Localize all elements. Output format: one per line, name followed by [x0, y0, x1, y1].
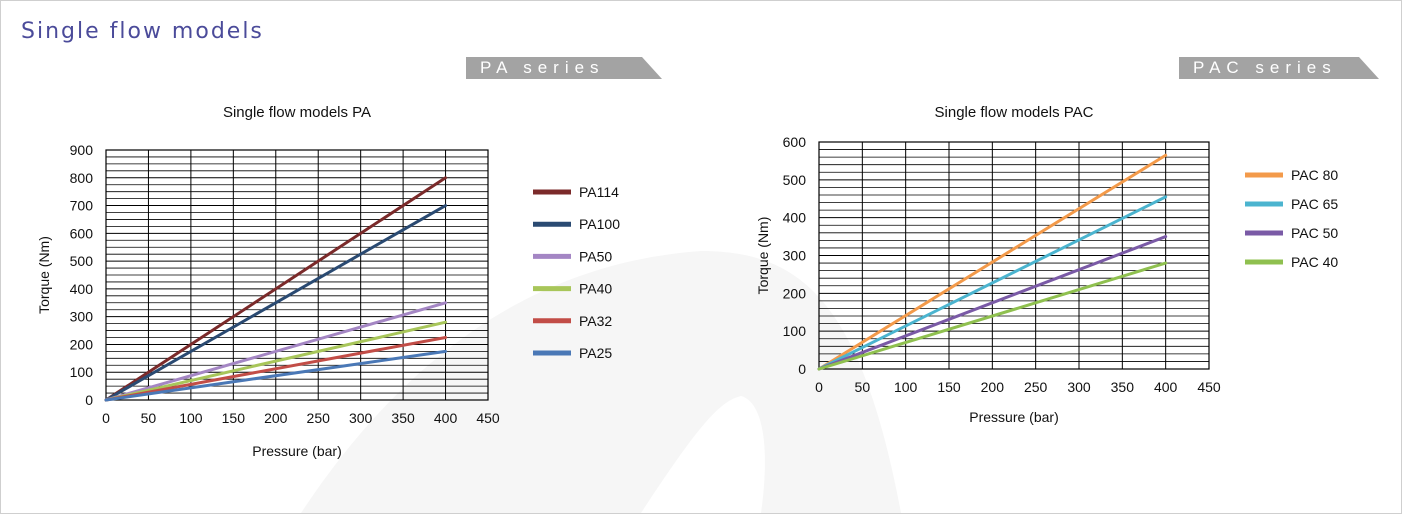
y-tick-label: 500: [70, 253, 94, 269]
x-tick-label: 300: [349, 410, 373, 426]
x-tick-label: 350: [1111, 379, 1135, 395]
y-tick-label: 0: [798, 361, 806, 377]
y-tick-label: 500: [783, 172, 807, 188]
pa-series-tab: PA series: [466, 57, 662, 79]
y-axis-label: Torque (Nm): [755, 217, 771, 295]
y-tick-label: 600: [70, 225, 94, 241]
x-tick-label: 250: [1024, 379, 1048, 395]
x-tick-label: 100: [894, 379, 918, 395]
x-tick-label: 150: [937, 379, 961, 395]
x-tick-label: 100: [179, 410, 203, 426]
series-line-pa25: [104, 349, 448, 402]
y-axis-label: Torque (Nm): [36, 236, 52, 314]
x-tick-label: 300: [1067, 379, 1091, 395]
x-axis-label: Pressure (bar): [252, 443, 341, 459]
x-tick-label: 150: [222, 410, 246, 426]
x-tick-label: 0: [815, 379, 823, 395]
x-tick-label: 400: [434, 410, 458, 426]
series-line-pa114: [104, 176, 448, 402]
y-tick-label: 400: [783, 210, 807, 226]
x-tick-label: 200: [264, 410, 288, 426]
x-tick-label: 250: [307, 410, 331, 426]
legend-label: PA114: [579, 184, 619, 200]
grid: [818, 141, 1210, 370]
legend-label: PAC 80: [1291, 167, 1338, 183]
y-tick-label: 200: [783, 285, 807, 301]
series-line-pac-50: [817, 235, 1168, 371]
y-tick-label: 200: [70, 336, 94, 352]
legend-label: PAC 40: [1291, 254, 1338, 270]
series-line-pa100: [104, 204, 448, 402]
plot-area: [818, 141, 1210, 370]
y-tick-label: 600: [783, 134, 807, 150]
pac-series-tab: PAC series: [1179, 57, 1379, 79]
page-title: Single flow models: [21, 19, 264, 44]
x-tick-label: 0: [102, 410, 110, 426]
y-tick-label: 100: [783, 323, 807, 339]
series-line-pac-65: [817, 195, 1168, 371]
y-tick-label: 900: [70, 142, 94, 158]
legend-label: PA40: [579, 281, 612, 297]
legend-label: PA100: [579, 216, 620, 232]
legend-label: PA50: [579, 248, 612, 264]
legend-label: PA32: [579, 313, 612, 329]
x-tick-label: 350: [391, 410, 415, 426]
y-tick-label: 800: [70, 170, 94, 186]
x-tick-label: 200: [981, 379, 1005, 395]
chart-title: Single flow models PA: [223, 104, 371, 121]
chart-title: Single flow models PAC: [935, 104, 1094, 121]
x-tick-label: 50: [141, 410, 157, 426]
x-tick-label: 450: [476, 410, 500, 426]
y-tick-label: 700: [70, 198, 94, 214]
x-tick-label: 400: [1154, 379, 1178, 395]
plot-area: [105, 149, 489, 401]
series-line-pac-80: [817, 153, 1168, 371]
legend-label: PAC 50: [1291, 225, 1338, 241]
series-line-pa32: [104, 336, 448, 402]
y-tick-label: 0: [85, 392, 93, 408]
legend: PAC 80 PAC 65 PAC 50 PAC 40: [1245, 167, 1338, 270]
legend-label: PAC 65: [1291, 196, 1338, 212]
x-tick-label: 50: [855, 379, 871, 395]
legend: PA114 PA100 PA50 PA40 PA32 PA25: [533, 184, 620, 361]
legend-label: PA25: [579, 345, 612, 361]
y-tick-label: 300: [70, 309, 94, 325]
y-tick-label: 400: [70, 281, 94, 297]
series-line-pa50: [104, 301, 448, 402]
series-line-pa40: [104, 320, 448, 402]
y-tick-label: 300: [783, 248, 807, 264]
series-line-pac-40: [817, 261, 1168, 371]
x-tick-label: 450: [1197, 379, 1221, 395]
x-axis-label: Pressure (bar): [969, 409, 1058, 425]
y-tick-label: 100: [70, 364, 94, 380]
